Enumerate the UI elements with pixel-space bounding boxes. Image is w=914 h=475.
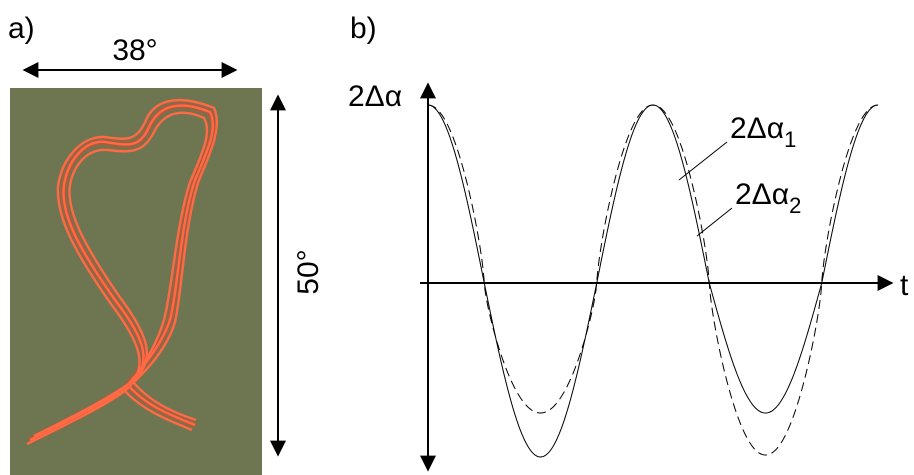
- panel-label: a): [8, 12, 35, 45]
- panel-label: b): [350, 12, 377, 45]
- curve-label: 2Δα1: [730, 112, 796, 152]
- curve-1: [427, 104, 879, 458]
- leader-line: [678, 141, 728, 181]
- laser-trace: [26, 98, 219, 446]
- curve-2: [427, 104, 879, 456]
- x-axis-label: t: [900, 269, 909, 302]
- height-label: 50°: [292, 249, 325, 294]
- leader-line: [696, 207, 733, 237]
- curve-label: 2Δα2: [735, 178, 801, 218]
- photo: [10, 88, 262, 475]
- y-axis-label: 2Δα: [348, 80, 402, 113]
- width-label: 38°: [112, 34, 157, 67]
